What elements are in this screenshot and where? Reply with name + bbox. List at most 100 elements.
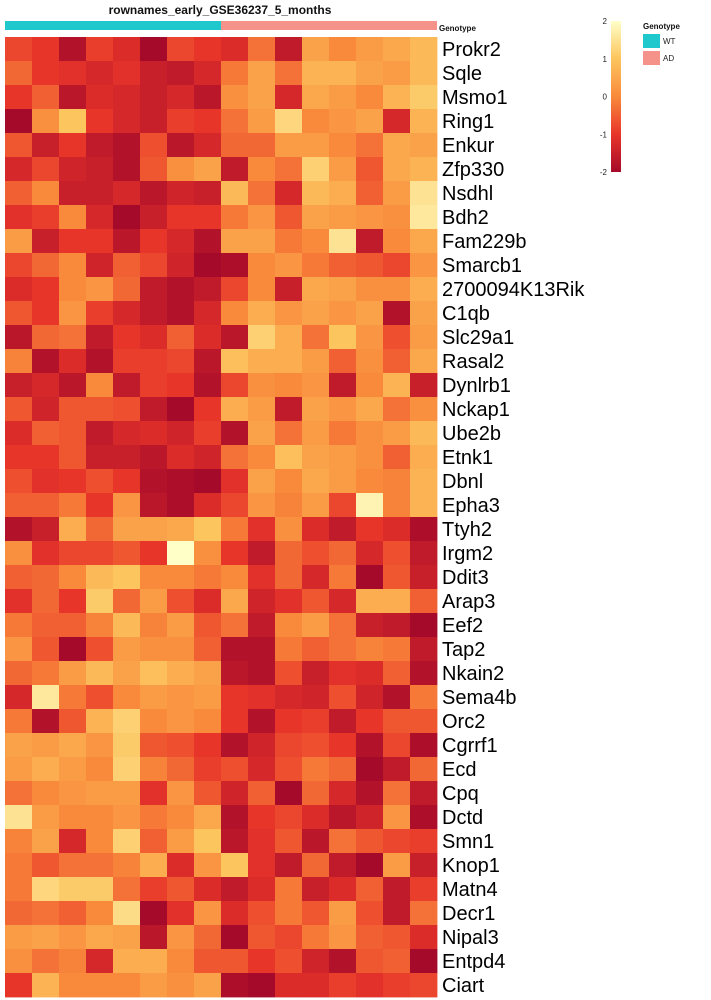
- heatmap-cell: [356, 541, 384, 566]
- heatmap-cell: [329, 685, 357, 710]
- heatmap-cell: [275, 109, 303, 134]
- heatmap-cell: [194, 877, 222, 902]
- heatmap-cell: [356, 397, 384, 422]
- heatmap-cell: [302, 469, 330, 494]
- heatmap-cell: [248, 685, 276, 710]
- heatmap-cell: [140, 781, 168, 806]
- heatmap-cell: [5, 397, 33, 422]
- heatmap-cell: [410, 925, 438, 950]
- heatmap-cell: [410, 901, 438, 926]
- heatmap-cell: [302, 637, 330, 662]
- heatmap-cell: [410, 565, 438, 590]
- heatmap-cell: [140, 925, 168, 950]
- heatmap-cell: [59, 853, 87, 878]
- heatmap-cell: [167, 829, 195, 854]
- heatmap-cell: [5, 757, 33, 782]
- heatmap-cell: [329, 757, 357, 782]
- heatmap-cell: [329, 421, 357, 446]
- heatmap-cell: [302, 517, 330, 542]
- heatmap-cell: [59, 901, 87, 926]
- heatmap-cell: [383, 517, 411, 542]
- heatmap-cell: [140, 685, 168, 710]
- heatmap-cell: [59, 493, 87, 518]
- heatmap-cell: [383, 757, 411, 782]
- heatmap-cell: [383, 301, 411, 326]
- heatmap-cell: [167, 589, 195, 614]
- heatmap-cell: [248, 589, 276, 614]
- heatmap-cell: [302, 181, 330, 206]
- heatmap-cell: [5, 181, 33, 206]
- heatmap-cell: [32, 349, 60, 374]
- heatmap-cell: [329, 973, 357, 998]
- heatmap-cell: [302, 949, 330, 974]
- heatmap-cell: [221, 157, 249, 182]
- heatmap-cell: [113, 613, 141, 638]
- heatmap-cell: [356, 685, 384, 710]
- heatmap-cell: [113, 109, 141, 134]
- heatmap-cell: [5, 637, 33, 662]
- heatmap-cell: [194, 325, 222, 350]
- heatmap-cell: [248, 661, 276, 686]
- heatmap-cell: [302, 37, 330, 62]
- heatmap-cell: [221, 61, 249, 86]
- heatmap-cell: [329, 493, 357, 518]
- heatmap-cell: [194, 61, 222, 86]
- heatmap-cell: [5, 37, 33, 62]
- heatmap-cell: [275, 229, 303, 254]
- heatmap-cell: [410, 133, 438, 158]
- chart-title: rownames_early_GSE36237_5_months: [109, 3, 332, 17]
- heatmap-cell: [59, 589, 87, 614]
- genotype-legend: Genotype WT AD: [643, 22, 680, 65]
- heatmap-cell: [356, 565, 384, 590]
- heatmap-cell: [86, 661, 114, 686]
- heatmap-cell: [383, 157, 411, 182]
- heatmap-cell: [140, 421, 168, 446]
- heatmap-cell: [221, 685, 249, 710]
- heatmap-cell: [221, 301, 249, 326]
- color-scale-bar: [611, 21, 621, 172]
- heatmap-cell: [383, 709, 411, 734]
- heatmap-cell: [59, 565, 87, 590]
- heatmap-cell: [383, 325, 411, 350]
- row-label: Nkain2: [442, 663, 504, 685]
- heatmap-cell: [356, 229, 384, 254]
- heatmap-cell: [113, 805, 141, 830]
- heatmap-cell: [32, 397, 60, 422]
- heatmap-cell: [221, 493, 249, 518]
- heatmap-cell: [194, 685, 222, 710]
- heatmap-cell: [32, 253, 60, 278]
- heatmap-cell: [248, 37, 276, 62]
- heatmap-cell: [329, 637, 357, 662]
- heatmap-cell: [86, 37, 114, 62]
- heatmap-cell: [383, 205, 411, 230]
- color-scale-tick-label: 2: [603, 17, 608, 26]
- heatmap-cell: [5, 205, 33, 230]
- heatmap-cell: [329, 133, 357, 158]
- heatmap-cell: [329, 109, 357, 134]
- heatmap-cell: [194, 829, 222, 854]
- color-scale-tick-label: -2: [600, 168, 608, 177]
- heatmap-cell: [248, 325, 276, 350]
- heatmap-cell: [32, 829, 60, 854]
- heatmap-cell: [167, 733, 195, 758]
- heatmap-cell: [86, 253, 114, 278]
- heatmap-cell: [275, 949, 303, 974]
- heatmap-cell: [356, 421, 384, 446]
- heatmap-cell: [302, 853, 330, 878]
- heatmap-cell: [410, 421, 438, 446]
- heatmap-cell: [221, 205, 249, 230]
- heatmap-cell: [32, 373, 60, 398]
- row-label: Nipal3: [442, 927, 499, 949]
- heatmap-cell: [5, 109, 33, 134]
- heatmap-cell: [356, 109, 384, 134]
- heatmap-cell: [275, 781, 303, 806]
- row-label: Ube2b: [442, 423, 501, 445]
- heatmap-cell: [248, 949, 276, 974]
- heatmap-cell: [194, 853, 222, 878]
- heatmap-cell: [275, 157, 303, 182]
- heatmap-cell: [356, 181, 384, 206]
- heatmap-cell: [140, 181, 168, 206]
- heatmap-cell: [221, 613, 249, 638]
- heatmap-cell: [113, 685, 141, 710]
- heatmap-cell: [275, 61, 303, 86]
